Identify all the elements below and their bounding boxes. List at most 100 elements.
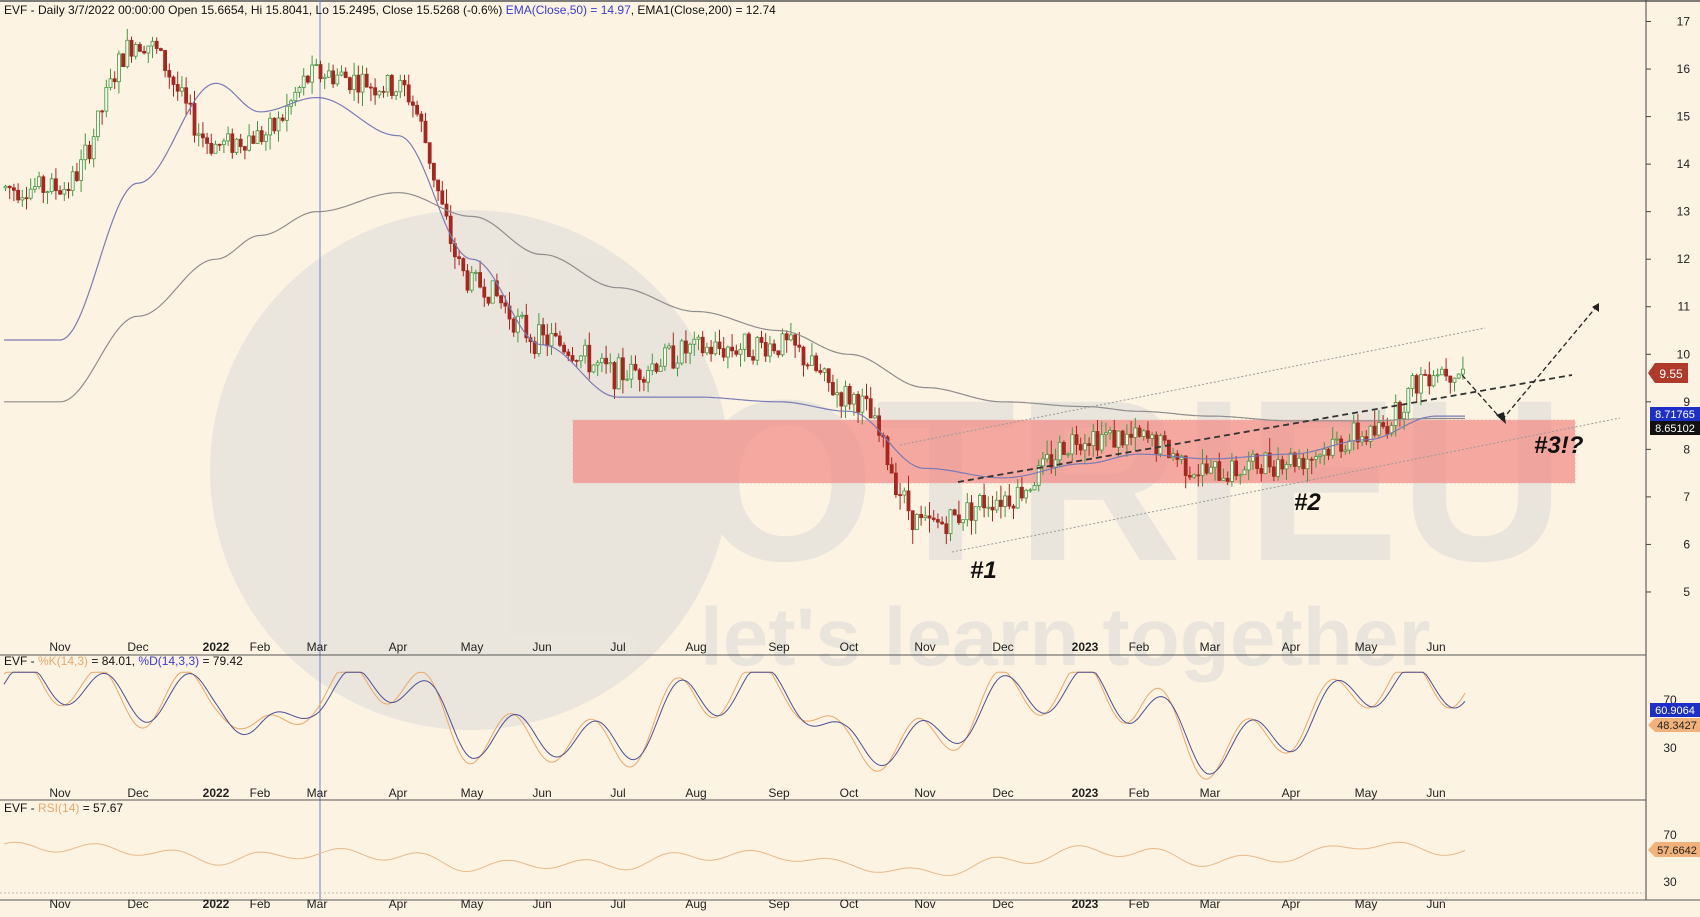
candle-body [1318, 454, 1322, 457]
candle-body [331, 70, 336, 85]
candle-body [852, 393, 856, 405]
x-tick-label: Apr [389, 786, 408, 800]
projection-up-line [1501, 305, 1598, 421]
y-tick-label: 7 [1683, 490, 1690, 504]
x-axis-rsi: Nov Dec 2022 Feb Mar Apr May Jun Jul Aug Sep Oct Nov… [49, 897, 1445, 911]
x-tick-label: Nov [914, 640, 935, 654]
candle-body [1116, 430, 1121, 448]
candle-body [805, 364, 810, 367]
y-tick-label: 9 [1683, 395, 1690, 409]
x-tick-label: Dec [992, 640, 1013, 654]
channel-upper-line [899, 327, 1486, 446]
y-tick-label: 14 [1677, 157, 1691, 171]
candle-body [1414, 375, 1419, 394]
candle-body [1225, 477, 1230, 482]
candle-body [1427, 374, 1432, 387]
candle-body [41, 176, 46, 193]
candle-body [860, 395, 865, 413]
stoch-header: EVF - %K(14,3) = 84.01, %D(14,3,3) = 79.… [4, 654, 243, 668]
candle-body [263, 134, 268, 142]
x-tick-label: May [1355, 897, 1378, 911]
candle-body [684, 340, 688, 354]
candle-body [671, 345, 676, 369]
candle-body [1234, 460, 1238, 477]
x-tick-label: Oct [840, 786, 859, 800]
candle-body [406, 84, 411, 103]
projection-arrow-down [1496, 412, 1506, 424]
candle-body [377, 90, 382, 96]
candle-body [679, 340, 684, 364]
candle-body [1087, 443, 1091, 446]
candle-body [1015, 486, 1020, 509]
candle-body [1192, 474, 1196, 478]
svg-text:48.3427: 48.3427 [1657, 720, 1697, 732]
candle-body [625, 378, 629, 381]
candle-body [654, 363, 659, 372]
candle-body [133, 44, 138, 57]
x-tick-label: Jul [610, 640, 625, 654]
candle-body [646, 370, 650, 383]
x-tick-label: Nov [914, 897, 935, 911]
x-tick-label: Jul [610, 786, 625, 800]
candle-body [1070, 434, 1075, 455]
candle-body [431, 162, 436, 181]
annotation-bottom-3: #3!? [1534, 432, 1584, 459]
candle-body [58, 190, 62, 195]
candle-body [1381, 422, 1385, 427]
candle-body [952, 509, 957, 516]
candle-body [423, 120, 428, 144]
candle-body [318, 64, 323, 80]
x-tick-label: 2023 [1072, 897, 1099, 911]
projection-arrow-up [1592, 303, 1599, 312]
x-tick-label: Feb [250, 786, 271, 800]
x-tick-label: Feb [250, 897, 271, 911]
x-tick-label: May [1355, 640, 1378, 654]
candle-body [213, 143, 218, 154]
candle-body [511, 318, 516, 333]
x-tick-label: Aug [685, 897, 706, 911]
candle-body [1078, 444, 1083, 451]
rsi-header: EVF - RSI(14) = 57.67 [4, 801, 123, 815]
candle-body [1108, 429, 1112, 434]
candle-body [1238, 474, 1243, 477]
candle-body [894, 472, 898, 496]
candle-body [1267, 452, 1272, 468]
candle-body [570, 355, 575, 361]
candle-body [62, 188, 67, 195]
candle-body [957, 514, 961, 524]
candle-body [1129, 433, 1133, 438]
candle-body [154, 40, 159, 49]
candle-body [902, 490, 907, 496]
candle-body [1452, 377, 1457, 383]
candle-body [873, 415, 877, 419]
projection-down-line [1461, 374, 1503, 421]
x-tick-label: 2022 [203, 897, 230, 911]
candle-body [1162, 435, 1167, 441]
candle-body [1028, 489, 1033, 492]
candle-body [121, 53, 125, 67]
candle-body [150, 40, 155, 47]
candle-body [91, 136, 96, 160]
x-tick-label: Mar [1200, 640, 1221, 654]
candle-body [906, 490, 911, 512]
candle-body [272, 117, 277, 132]
x-tick-label: Jul [610, 897, 625, 911]
candle-body [356, 74, 361, 93]
candle-body [200, 133, 205, 139]
svg-text:57.6642: 57.6642 [1657, 845, 1697, 857]
candle-body [772, 343, 776, 352]
candle-body [1385, 426, 1390, 435]
candle-body [373, 87, 378, 96]
candle-body [696, 336, 701, 340]
candle-body [1183, 455, 1188, 476]
candle-body [360, 73, 365, 93]
candle-body [1326, 448, 1331, 456]
candle-body [1104, 432, 1108, 435]
candle-body [1217, 461, 1222, 481]
candle-body [1293, 452, 1297, 467]
channel-lower-line [951, 417, 1621, 553]
candle-body [768, 343, 772, 357]
candle-body [112, 78, 117, 83]
candle-body [1007, 495, 1012, 507]
candle-body [831, 382, 835, 396]
